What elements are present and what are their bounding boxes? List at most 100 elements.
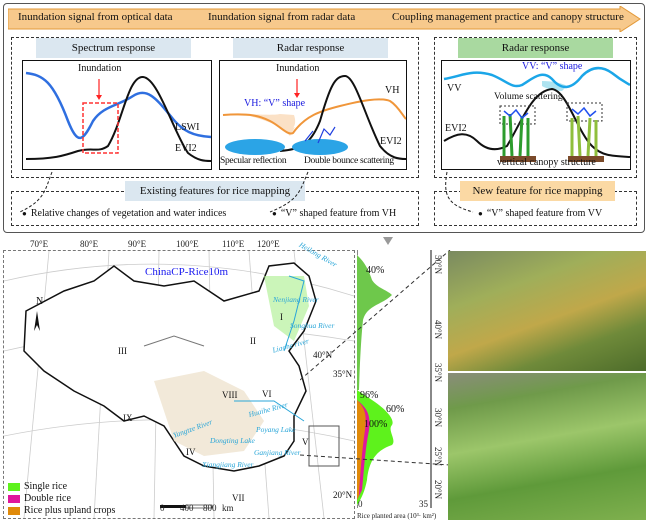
scale-label: 0 (160, 503, 165, 513)
pct-label: 40% (366, 265, 385, 276)
map-title: ChinaCP-Rice10m (145, 266, 229, 278)
lswi-curve (25, 71, 211, 140)
lon-tick: 110°E (222, 239, 245, 249)
banner-step-radar: Inundation signal from radar data (208, 11, 356, 23)
zoom-leader-lines (300, 250, 451, 466)
double-bounce-label: Double bounce scattering (304, 156, 394, 166)
river-label: Ganjiang River (254, 448, 301, 457)
vh-v-shape-label: VH: “V” shape (244, 98, 306, 109)
feature-item: “V” shaped feature from VV (478, 208, 602, 219)
river-label: Dongting Lake (210, 436, 255, 445)
evi2-curve (279, 74, 406, 160)
rice-canopy-icon (500, 113, 536, 162)
lon-tick: 80°E (80, 239, 99, 249)
existing-responses-box (11, 37, 419, 178)
region-label: IX (123, 413, 133, 423)
river-label: Songhua River (290, 321, 335, 330)
radar-vv-header: Radar response (458, 38, 613, 58)
aerial-photo-north (448, 251, 646, 371)
rice-area-northeast (264, 276, 309, 341)
banner-step-coupling: Coupling management practice and canopy … (392, 11, 624, 23)
feature-item: Relative changes of vegetation and water… (22, 208, 226, 219)
lon-tick: 100°E (176, 239, 199, 249)
river-label: Xiangjiang River (202, 460, 254, 469)
south-china-sea-inset (308, 425, 340, 467)
vh-label: VH (385, 85, 400, 96)
river-label: Poyang Lake (256, 425, 296, 434)
rice-upland-area (357, 400, 366, 500)
region-label: IV (186, 447, 196, 457)
profile-lat-tick: 30°N (433, 408, 443, 428)
scale-label: 400 (180, 503, 194, 513)
map-frame (3, 250, 355, 519)
feature-item: “V” shaped feature from VH (272, 208, 396, 219)
evi2-label: EVI2 (445, 123, 467, 134)
spectrum-response-header: Spectrum response (36, 38, 191, 58)
lswi-label: LSWI (175, 122, 200, 133)
workflow-arrow (8, 6, 641, 32)
lat-tick: 20°N (333, 490, 353, 500)
vv-label: VV (447, 83, 462, 94)
evi2-label: EVI2 (380, 136, 402, 147)
radar-vh-curves (222, 74, 406, 160)
radar-vh-panel: Inundation VH: “V” shape VH EVI2 Specula… (219, 60, 407, 170)
water-icon (292, 139, 348, 155)
profile-x-tick: 0 (358, 499, 363, 509)
scale-unit: km (222, 503, 234, 513)
double-bounce-icon (304, 126, 336, 144)
evi2-curve (443, 87, 630, 158)
specular-reflection-label: Specular reflection (220, 156, 287, 166)
region-label: III (118, 346, 127, 356)
inundation-label: Inundation (78, 63, 122, 74)
lat-tick: 35°N (333, 369, 353, 379)
radar-vv-curves (443, 66, 630, 162)
single-rice-north-area (357, 255, 392, 390)
new-feature-header: New feature for rice mapping (460, 181, 615, 201)
scale-bar (160, 505, 186, 508)
lon-tick: 70°E (30, 239, 49, 249)
china-map (4, 251, 354, 518)
radar-response-header: Radar response (233, 38, 388, 58)
volume-scattering-label: Volume scattering (494, 92, 563, 102)
evi2-label: EVI2 (175, 143, 197, 154)
pct-label: 96% (360, 390, 379, 401)
new-response-box (434, 37, 637, 178)
profile-lat-tick: 40°N (433, 320, 443, 340)
rivers (234, 275, 305, 422)
canopy-structure-label: vertical canopy structure (497, 157, 596, 168)
rice-area-south (154, 371, 264, 456)
legend-single-rice: Single rice (8, 481, 67, 492)
pct-label: 100% (364, 419, 388, 430)
water-icon (225, 139, 285, 155)
region-label: V (302, 437, 309, 447)
region-label: II (250, 336, 256, 346)
vh-curve (222, 98, 406, 135)
lon-tick: 90°E (128, 239, 147, 249)
evi2-curve (25, 75, 211, 162)
region-label: VI (262, 389, 272, 399)
aerial-photo-south (448, 373, 646, 520)
rice-area-profile (357, 250, 432, 508)
profile-lat-tick: 20°N (433, 480, 443, 500)
profile-xlabel: Rice planted area (10³· km²) (357, 512, 437, 520)
banner-step-optical: Inundation signal from optical data (18, 11, 173, 23)
connector-arrows (19, 171, 474, 213)
inundation-box (82, 102, 119, 154)
vv-curve (443, 66, 630, 89)
legend-double-rice: Double rice (8, 493, 71, 504)
mature-rice-icon (568, 115, 604, 162)
profile-lat-tick: 25°N (433, 447, 443, 467)
down-arrow-icon (383, 237, 393, 245)
region-label: VII (232, 493, 245, 503)
vv-v-shape-label: VV: “V” shape (522, 61, 583, 72)
inundation-label: Inundation (276, 63, 320, 74)
lat-tick: 40°N (313, 350, 333, 360)
north-label: N (36, 296, 44, 307)
spectrum-response-panel: Inundation LSWI EVI2 (22, 60, 212, 170)
river-label: Nenjiang River (273, 295, 319, 304)
spectrum-curves (25, 71, 211, 162)
scale-label: 800 (203, 503, 217, 513)
profile-lat-tick: 35°N (433, 363, 443, 383)
pct-label: 60% (386, 404, 405, 415)
profile-lat-tick: 50°N (433, 255, 443, 275)
